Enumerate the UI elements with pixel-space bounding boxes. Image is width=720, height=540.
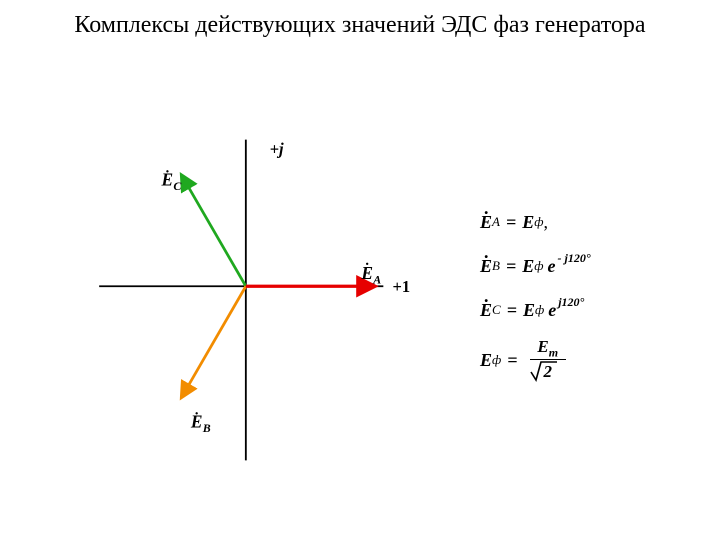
vector-ec <box>182 175 246 286</box>
label-ec: . E C <box>161 161 183 193</box>
eq-ea: EA = Eф , <box>480 200 591 244</box>
svg-text:C: C <box>173 179 182 193</box>
svg-text:B: B <box>202 421 211 435</box>
eq-eb: EB = Eф e- j120° <box>480 244 591 288</box>
equations-block: EA = Eф , EB = Eф e- j120° EC = Eф ej120… <box>480 200 591 388</box>
svg-text:E: E <box>161 169 174 189</box>
label-ea: . E A <box>360 253 381 286</box>
eq-ef: Eф = Em 2 <box>480 332 591 388</box>
label-eb: . E B <box>190 403 211 435</box>
phasor-diagram: +j +1 . E A . E B . E C <box>90 110 420 490</box>
eq-ec: EC = Eф ej120° <box>480 288 591 332</box>
page-title: Комплексы действующих значений ЭДС фаз г… <box>0 12 720 39</box>
svg-text:A: A <box>372 273 381 287</box>
vector-eb <box>182 286 246 397</box>
svg-text:E: E <box>360 263 373 283</box>
axis-label-one: +1 <box>393 277 411 296</box>
svg-text:E: E <box>190 411 203 431</box>
axis-label-j: +j <box>270 139 284 158</box>
